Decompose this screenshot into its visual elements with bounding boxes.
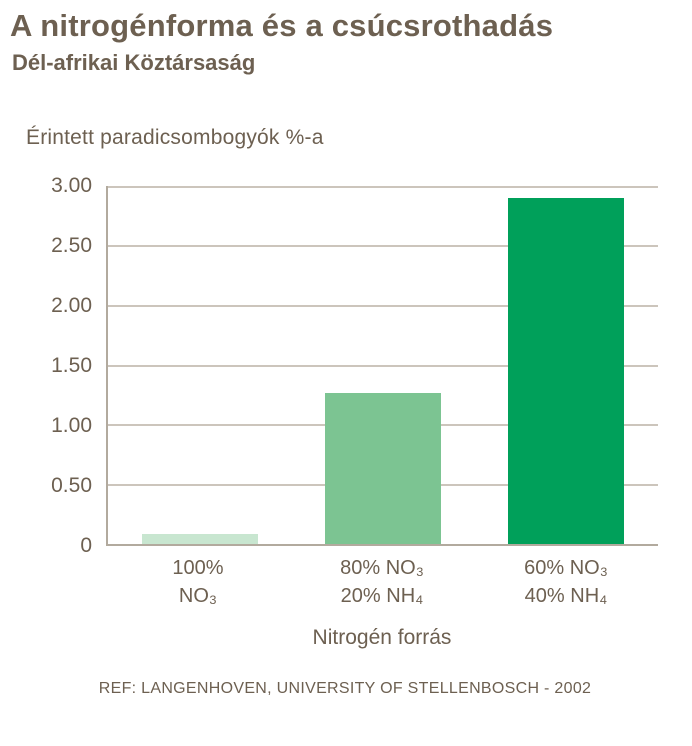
bar-cell [291,186,474,544]
page-title: A nitrogénforma és a csúcsrothadás [10,8,554,43]
bar-60-no3-40-nh4 [508,197,625,544]
x-tick-label-80-no3-20-nh4: 80% NO₃ 20% NH₄ [290,554,474,610]
y-axis-tick-labels: 3.00 2.50 2.00 1.50 1.00 0.50 0 [10,174,106,557]
y-tick-label: 1.00 [51,413,92,437]
gridline [108,304,658,307]
chart-body: 3.00 2.50 2.00 1.50 1.00 0.50 0 [10,174,680,557]
page-subtitle: Dél-afrikai Köztársaság [12,49,256,75]
x-tick-line: 100% [172,556,224,579]
gridline [108,364,658,367]
bar-100-no3 [141,534,258,544]
gridline [108,185,658,188]
bars [108,186,658,544]
x-tick-line: 40% NH₄ [524,584,608,607]
x-axis-tick-labels: 100% NO₃ 80% NO₃ 20% NH₄ 60% NO₃ 40% NH₄ [106,554,658,610]
bar-chart: Érintett paradicsombogyók %-a 3.00 2.50 … [10,126,680,650]
x-tick-line: NO₃ [178,584,218,607]
bar-cell [475,186,658,544]
x-tick-line: 60% NO₃ [524,556,608,579]
x-tick-line: 20% NH₄ [340,584,424,607]
x-axis-title: Nitrogén forrás [312,625,452,649]
y-tick-label: 1.50 [51,353,92,377]
x-tick-label-60-no3-40-nh4: 60% NO₃ 40% NH₄ [474,554,658,610]
y-tick-label: 2.50 [51,233,92,257]
y-tick-label: 0 [80,533,92,557]
y-axis-title: Érintett paradicsombogyók %-a [26,125,324,149]
bar-80-no3-20-nh4 [324,393,441,544]
y-tick-label: 3.00 [51,173,92,197]
gridline [108,245,658,248]
plot-area [106,185,658,546]
x-tick-line: 80% NO₃ [340,556,424,579]
x-tick-label-100-no3: 100% NO₃ [106,554,290,610]
y-tick-label: 2.00 [51,293,92,317]
header: A nitrogénforma és a csúcsrothadás Dél-a… [10,8,680,76]
y-tick-label: 0.50 [51,473,92,497]
bar-cell [108,186,291,544]
reference-text: REF: LANGENHOVEN, UNIVERSITY OF STELLENB… [98,679,592,697]
